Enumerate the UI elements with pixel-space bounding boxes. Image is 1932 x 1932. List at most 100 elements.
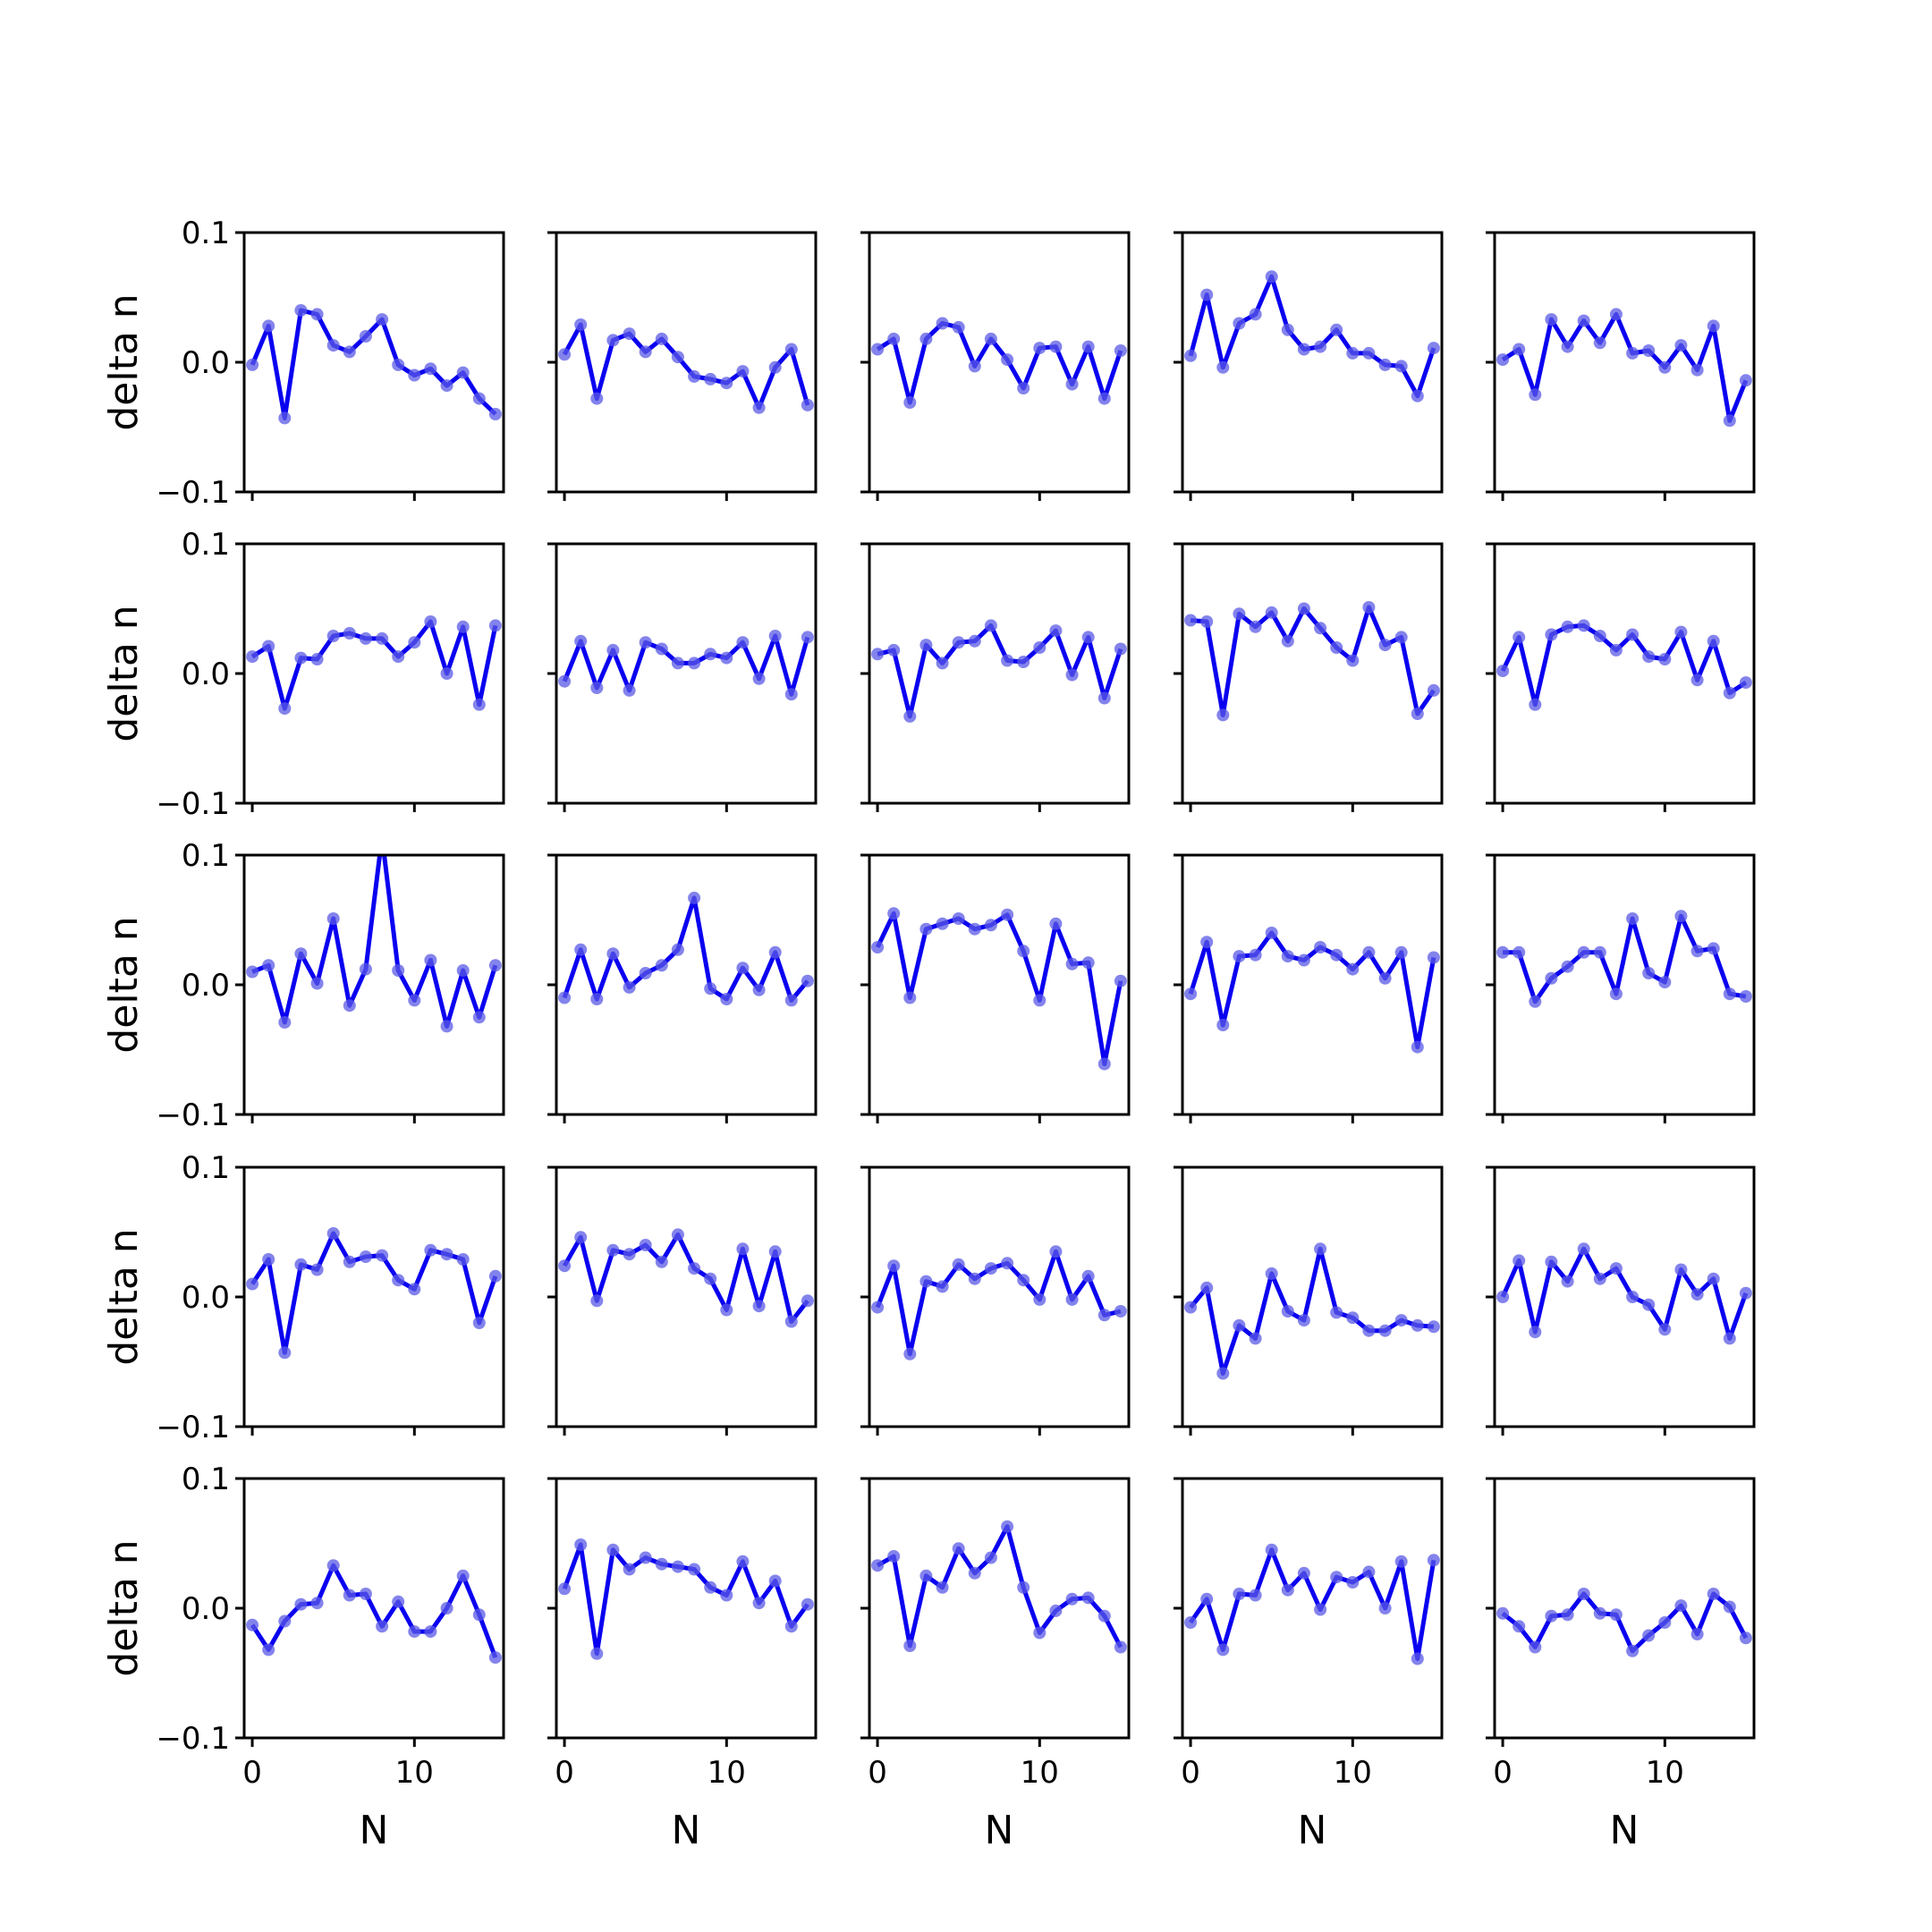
subplot-r0-c4 bbox=[1486, 231, 1756, 501]
subplot-r4-c4: 0 10N bbox=[1486, 1477, 1756, 1853]
data-point bbox=[1529, 1326, 1542, 1339]
data-point bbox=[1314, 340, 1327, 353]
data-point bbox=[1577, 1588, 1590, 1600]
data-point bbox=[456, 1253, 470, 1266]
data-point bbox=[1658, 1616, 1672, 1629]
data-point bbox=[639, 345, 652, 359]
data-point bbox=[936, 1580, 949, 1594]
data-point bbox=[688, 1563, 701, 1576]
data-point bbox=[1184, 1301, 1198, 1314]
data-point bbox=[704, 648, 717, 661]
data-point bbox=[623, 683, 636, 697]
series-group bbox=[246, 615, 502, 716]
data-point bbox=[1001, 1257, 1014, 1270]
data-point bbox=[440, 1020, 453, 1033]
data-point bbox=[1001, 654, 1014, 667]
data-point bbox=[639, 1239, 652, 1251]
data-point bbox=[1200, 615, 1214, 628]
data-point bbox=[1561, 620, 1574, 633]
data-point bbox=[472, 1608, 486, 1622]
series-group bbox=[558, 1228, 814, 1328]
data-point bbox=[704, 1580, 717, 1594]
subplot-r3-c1 bbox=[547, 1165, 818, 1436]
data-point bbox=[1049, 1604, 1063, 1617]
data-point bbox=[1707, 1588, 1720, 1600]
x-axis-label: N bbox=[360, 1808, 389, 1853]
data-point bbox=[408, 1283, 421, 1296]
data-point bbox=[1642, 1298, 1656, 1311]
data-point bbox=[278, 1016, 292, 1029]
data-point bbox=[1001, 908, 1014, 921]
y-tick-label: 0.1 bbox=[182, 1462, 230, 1497]
series-line bbox=[1190, 605, 1436, 717]
data-point bbox=[574, 318, 588, 331]
series-group bbox=[871, 907, 1127, 1071]
data-point bbox=[1200, 1592, 1214, 1606]
data-point bbox=[1362, 601, 1376, 614]
data-point bbox=[1529, 388, 1542, 402]
data-point bbox=[1674, 1599, 1688, 1613]
data-point bbox=[704, 1272, 717, 1285]
series-group bbox=[1496, 1588, 1752, 1657]
data-point bbox=[936, 317, 949, 330]
data-point bbox=[1017, 1274, 1030, 1287]
data-point bbox=[1097, 691, 1111, 705]
data-point bbox=[1529, 995, 1542, 1008]
data-point bbox=[655, 1557, 668, 1571]
data-point bbox=[1184, 1616, 1198, 1629]
data-point bbox=[558, 991, 572, 1004]
data-point bbox=[1674, 910, 1688, 923]
data-point bbox=[1690, 945, 1704, 958]
data-point bbox=[1707, 942, 1720, 955]
series-line bbox=[875, 911, 1123, 1066]
data-point bbox=[968, 922, 981, 936]
data-point bbox=[1297, 602, 1310, 615]
series-group bbox=[871, 1520, 1127, 1654]
data-point bbox=[871, 1301, 885, 1314]
axes-frame bbox=[868, 231, 1131, 494]
data-point bbox=[1049, 1245, 1063, 1258]
data-point bbox=[1281, 323, 1294, 336]
x-tick-label: 0 bbox=[868, 1755, 887, 1791]
data-point bbox=[1378, 971, 1392, 985]
data-point bbox=[343, 1255, 356, 1268]
data-point bbox=[456, 620, 470, 633]
data-point bbox=[1249, 620, 1262, 633]
data-point bbox=[671, 351, 684, 364]
data-point bbox=[968, 1272, 981, 1285]
data-point bbox=[343, 999, 356, 1013]
data-point bbox=[262, 959, 275, 972]
data-point bbox=[736, 1555, 750, 1568]
data-point bbox=[1200, 288, 1214, 301]
data-point bbox=[1017, 945, 1030, 958]
data-point bbox=[294, 947, 308, 961]
data-point bbox=[1577, 945, 1590, 959]
data-point bbox=[326, 912, 340, 925]
y-tick-label: −0.1 bbox=[156, 1721, 230, 1757]
data-point bbox=[1017, 656, 1030, 668]
data-point bbox=[1545, 971, 1558, 985]
data-point bbox=[784, 343, 798, 356]
data-point bbox=[590, 1647, 604, 1660]
data-point bbox=[1097, 1057, 1111, 1071]
data-point bbox=[326, 339, 340, 352]
data-point bbox=[392, 964, 405, 977]
data-point bbox=[919, 639, 933, 652]
data-point bbox=[343, 627, 356, 640]
data-point bbox=[392, 650, 405, 664]
data-point bbox=[1233, 950, 1246, 963]
data-point bbox=[246, 650, 259, 664]
data-point bbox=[1265, 927, 1278, 939]
data-point bbox=[1427, 1320, 1440, 1334]
data-point bbox=[1233, 1318, 1246, 1332]
series-line bbox=[250, 619, 498, 711]
data-point bbox=[1707, 1272, 1720, 1285]
data-point bbox=[246, 965, 259, 979]
data-point bbox=[1233, 1588, 1246, 1600]
data-point bbox=[655, 332, 668, 345]
data-point bbox=[671, 1228, 684, 1241]
x-tick-label: 0 bbox=[242, 1755, 262, 1791]
data-point bbox=[472, 1317, 486, 1329]
y-tick-label: 0.0 bbox=[182, 1591, 230, 1627]
data-point bbox=[1297, 343, 1310, 356]
